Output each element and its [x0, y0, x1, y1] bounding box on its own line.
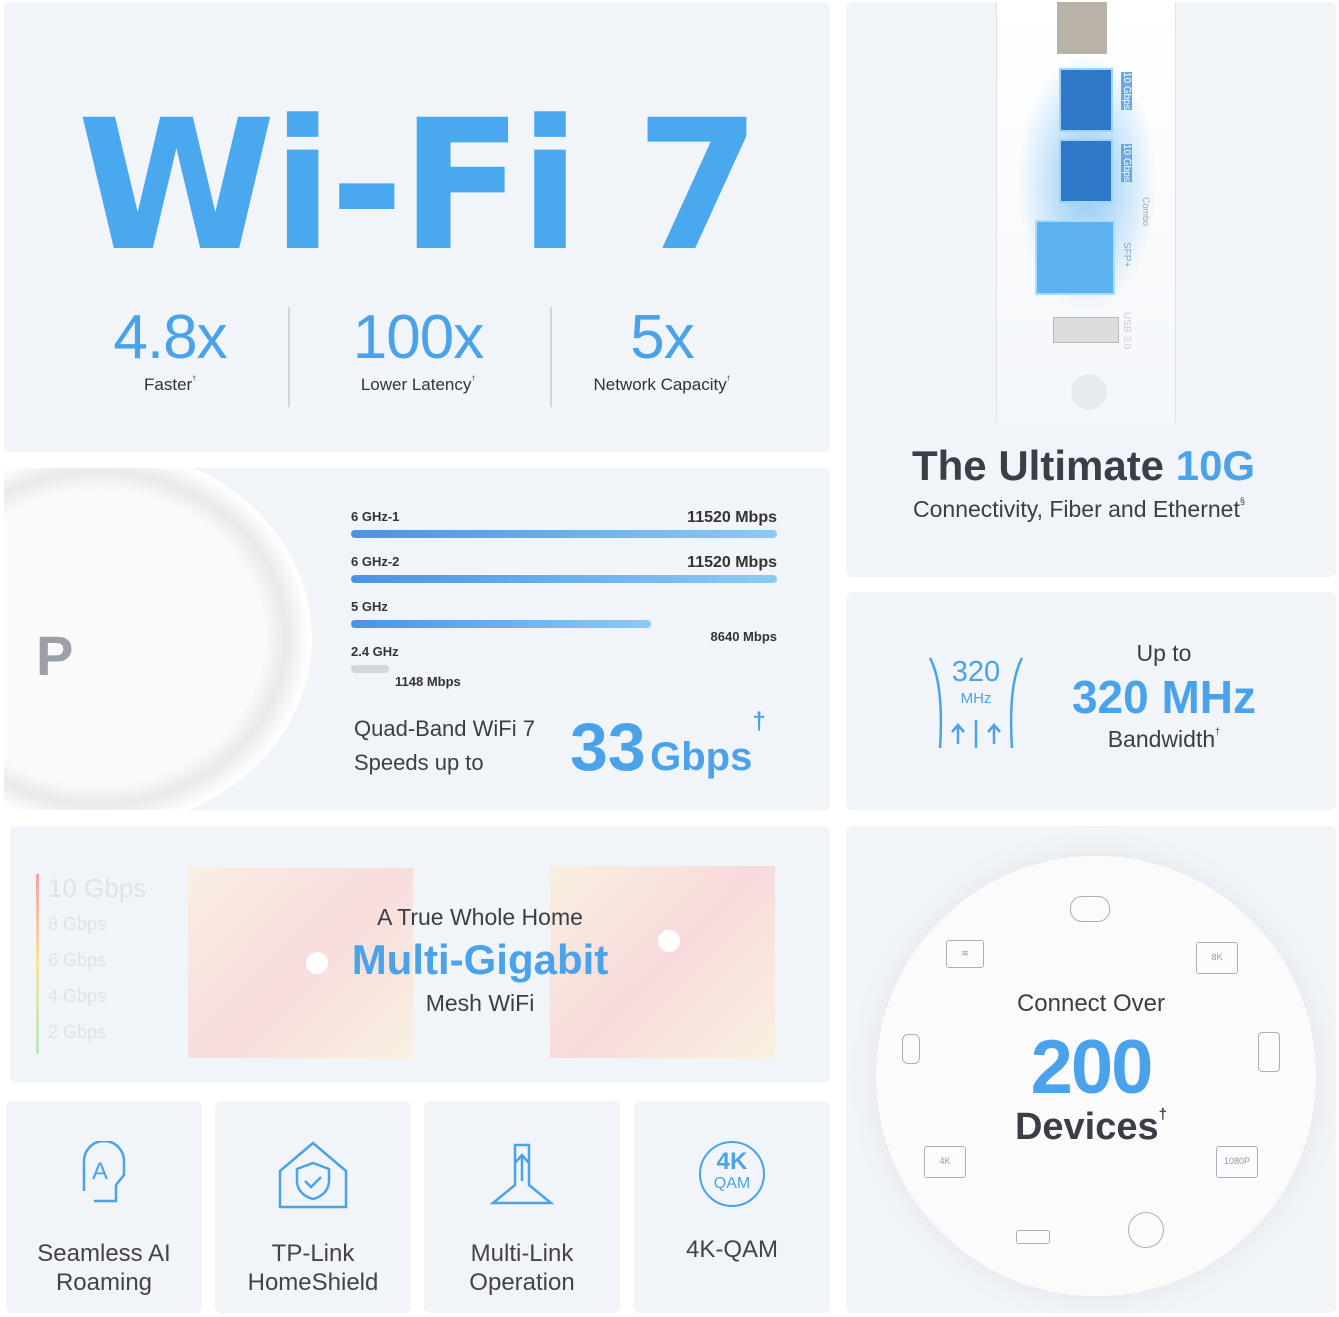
4k-qam-icon: 4K QAM: [699, 1141, 765, 1207]
band-label: 6 GHz-2: [351, 554, 400, 569]
port-10g-2: [1059, 139, 1113, 203]
tv-8k-icon: 8K: [1196, 942, 1238, 974]
band-value: 8640 Mbps: [710, 629, 777, 644]
divider: [288, 307, 290, 407]
band-row: 5 GHz 8640 Mbps: [351, 599, 777, 644]
band-row: 2.4 GHz 1148 Mbps: [351, 644, 777, 689]
smart-home-icon: [1128, 1212, 1164, 1248]
speed-scale: 10 Gbps 8 Gbps 6 Gbps 4 Gbps 2 Gbps: [48, 873, 147, 1042]
ports-panel: 10 Gbps 10 Gbps Combo SFP+ USB 3.0 The U…: [846, 2, 1336, 577]
bands-panel: P: [4, 468, 830, 810]
stat-latency: 100x Lower Latency†: [352, 303, 484, 394]
quad-band-text: Quad-Band WiFi 7 Speeds up to: [354, 716, 535, 775]
mesh-panel: 10 Gbps 8 Gbps 6 Gbps 4 Gbps 2 Gbps A True W…: [10, 826, 830, 1083]
band-row: 6 GHz-1 11520 Mbps: [351, 509, 777, 538]
band-bar: [351, 665, 389, 673]
phone-icon: [1258, 1032, 1280, 1072]
shield-icon: [278, 1141, 348, 1209]
feature-multi-link: Multi-Link Operation: [424, 1101, 620, 1313]
feature-homeshield: TP-Link HomeShield: [215, 1101, 411, 1313]
total-speed: 33 Gbps†: [570, 708, 766, 785]
band-value: 11520 Mbps: [687, 554, 777, 571]
tv-1080p-icon: 1080P: [1216, 1146, 1258, 1178]
band-bar: [351, 575, 777, 583]
channel-width-icon: 320 MHz: [926, 654, 1026, 750]
ports-subtitle: Connectivity, Fiber and Ethernet§: [913, 496, 1245, 522]
stat-faster: 4.8x Faster†: [113, 303, 227, 394]
svg-text:A: A: [92, 1158, 108, 1185]
band-label: 6 GHz-1: [351, 509, 400, 524]
port-sfp: [1035, 220, 1115, 295]
download-icon: [1016, 1230, 1050, 1244]
wifi7-title: Wi-Fi 7: [77, 82, 761, 291]
feature-4k-qam: 4K QAM 4K-QAM: [634, 1101, 830, 1313]
stat-capacity: 5x Network Capacity†: [593, 303, 731, 394]
port-10g-1: [1059, 68, 1113, 132]
band-row: 6 GHz-2 11520 Mbps: [351, 554, 777, 583]
camera-icon: [902, 1034, 920, 1064]
band-bar: [351, 530, 777, 538]
ai-roaming-icon: A: [82, 1139, 126, 1203]
wifi7-panel: Wi-Fi 7 4.8x Faster† 100x Lower Latency† 5…: [4, 2, 830, 452]
feature-ai-roaming: A Seamless AI Roaming: [6, 1101, 202, 1313]
gamepad-icon: [1070, 896, 1110, 922]
tv-4k-icon: 4K: [924, 1146, 966, 1178]
floorplan-left: [188, 868, 413, 1058]
band-bar: [351, 620, 651, 628]
divider: [550, 307, 552, 407]
channel-panel: 320 MHz Up to 320 MHz Bandwidth†: [846, 592, 1336, 810]
devices-panel: ≋ 8K 4K 1080P Connect Over 200 Devices†: [846, 826, 1336, 1313]
multi-link-icon: [489, 1143, 555, 1205]
band-label: 2.4 GHz: [351, 644, 399, 659]
band-label: 5 GHz: [351, 599, 388, 614]
ports-headline: The Ultimate 10G: [912, 442, 1256, 489]
tplink-logo: P: [36, 624, 74, 687]
router-top-image: P: [4, 468, 312, 810]
router-back-image: 10 Gbps 10 Gbps Combo SFP+ USB 3.0: [996, 2, 1176, 422]
band-value: 11520 Mbps: [687, 509, 777, 526]
wifi-tv-icon: ≋: [946, 940, 984, 968]
band-value: 1148 Mbps: [395, 674, 461, 689]
floorplan-right: [550, 866, 775, 1058]
port-usb: [1053, 317, 1119, 343]
